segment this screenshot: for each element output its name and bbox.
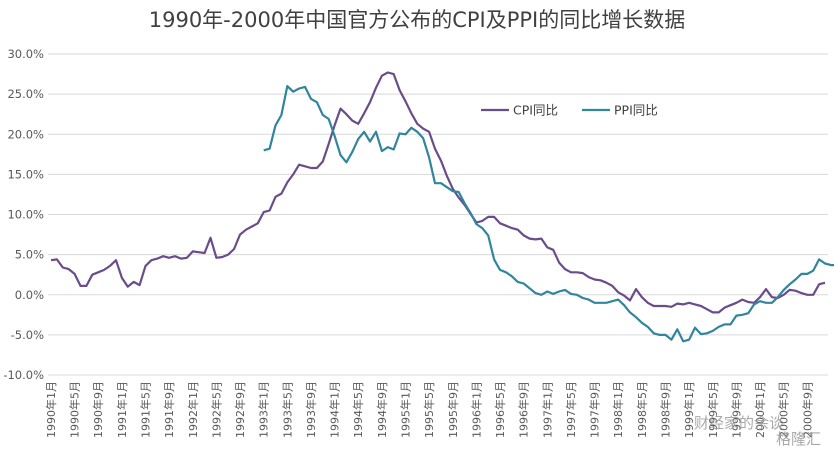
y-tick-label: 25.0% xyxy=(7,87,44,101)
x-axis: 1990年1月 1990年5月 1990年9月 1991年1月 1991年5月 1991年… xyxy=(44,381,814,438)
legend-label-cpi: CPI同比 xyxy=(513,103,558,118)
x-tick-label: 1999年1月 xyxy=(682,381,696,438)
x-tick-label: 1991年9月 xyxy=(162,381,176,438)
x-tick-label: 2000年1月 xyxy=(753,381,767,438)
x-tick-label: 1998年5月 xyxy=(635,381,649,438)
x-tick-label: 1990年9月 xyxy=(91,381,105,438)
x-tick-label: 2000年5月 xyxy=(777,381,791,438)
x-tick-label: 1991年1月 xyxy=(115,381,129,438)
x-tick-label: 1999年5月 xyxy=(706,381,720,438)
x-tick-label: 1994年1月 xyxy=(328,381,342,438)
x-tick-label: 1993年9月 xyxy=(304,381,318,438)
x-tick-label: 1992年9月 xyxy=(233,381,247,438)
legend-label-ppi: PPI同比 xyxy=(614,103,658,118)
x-tick-label: 1990年5月 xyxy=(68,381,82,438)
y-tick-label: 10.0% xyxy=(7,208,44,222)
x-tick-label: 2000年9月 xyxy=(800,381,814,438)
x-tick-label: 1992年1月 xyxy=(186,381,200,438)
x-tick-label: 1998年9月 xyxy=(659,381,673,438)
x-tick-label: 1994年9月 xyxy=(375,381,389,438)
y-tick-label: -10.0% xyxy=(3,368,44,382)
x-tick-label: 1995年9月 xyxy=(446,381,460,438)
y-tick-label: -5.0% xyxy=(11,328,44,342)
y-tick-label: 20.0% xyxy=(7,127,44,141)
series-lines xyxy=(50,71,834,343)
x-tick-label: 1996年5月 xyxy=(493,381,507,438)
y-tick-label: 15.0% xyxy=(7,167,44,181)
x-tick-label: 1993年5月 xyxy=(280,381,294,438)
x-tick-label: 1997年5月 xyxy=(564,381,578,438)
y-tick-label: 5.0% xyxy=(15,248,44,262)
y-tick-label: 30.0% xyxy=(7,47,44,61)
gridlines xyxy=(48,53,828,376)
watermark-text-2: 格隆汇 xyxy=(776,430,821,448)
x-tick-label: 1999年9月 xyxy=(729,381,743,438)
x-tick-label: 1997年1月 xyxy=(540,381,554,438)
x-tick-label: 1997年9月 xyxy=(588,381,602,438)
watermark-text-1: 财经家的余谈 xyxy=(694,414,784,432)
x-tick-label: 1996年9月 xyxy=(517,381,531,438)
x-tick-label: 1995年1月 xyxy=(399,381,413,438)
x-tick-label: 1998年1月 xyxy=(611,381,625,438)
series-line-ppi xyxy=(263,84,834,343)
x-tick-label: 1991年5月 xyxy=(139,381,153,438)
y-axis: -10.0% -5.0% 0.0% 5.0% 10.0% 15.0% 20.0% 25.0% 3… xyxy=(3,47,44,382)
chart-title: 1990年-2000年中国官方公布的CPI及PPI的同比增长数据 xyxy=(148,8,686,32)
x-tick-label: 1994年5月 xyxy=(351,381,365,438)
watermark: 财经家的余谈 格隆汇 xyxy=(694,414,821,448)
legend: CPI同比 PPI同比 xyxy=(481,103,658,118)
x-tick-label: 1993年1月 xyxy=(257,381,271,438)
x-tick-label: 1996年1月 xyxy=(469,381,483,438)
x-tick-label: 1995年5月 xyxy=(422,381,436,438)
x-tick-label: 1992年5月 xyxy=(209,381,223,438)
x-tick-label: 1990年1月 xyxy=(44,381,58,438)
series-line-cpi xyxy=(50,71,826,314)
y-tick-label: 0.0% xyxy=(15,288,44,302)
